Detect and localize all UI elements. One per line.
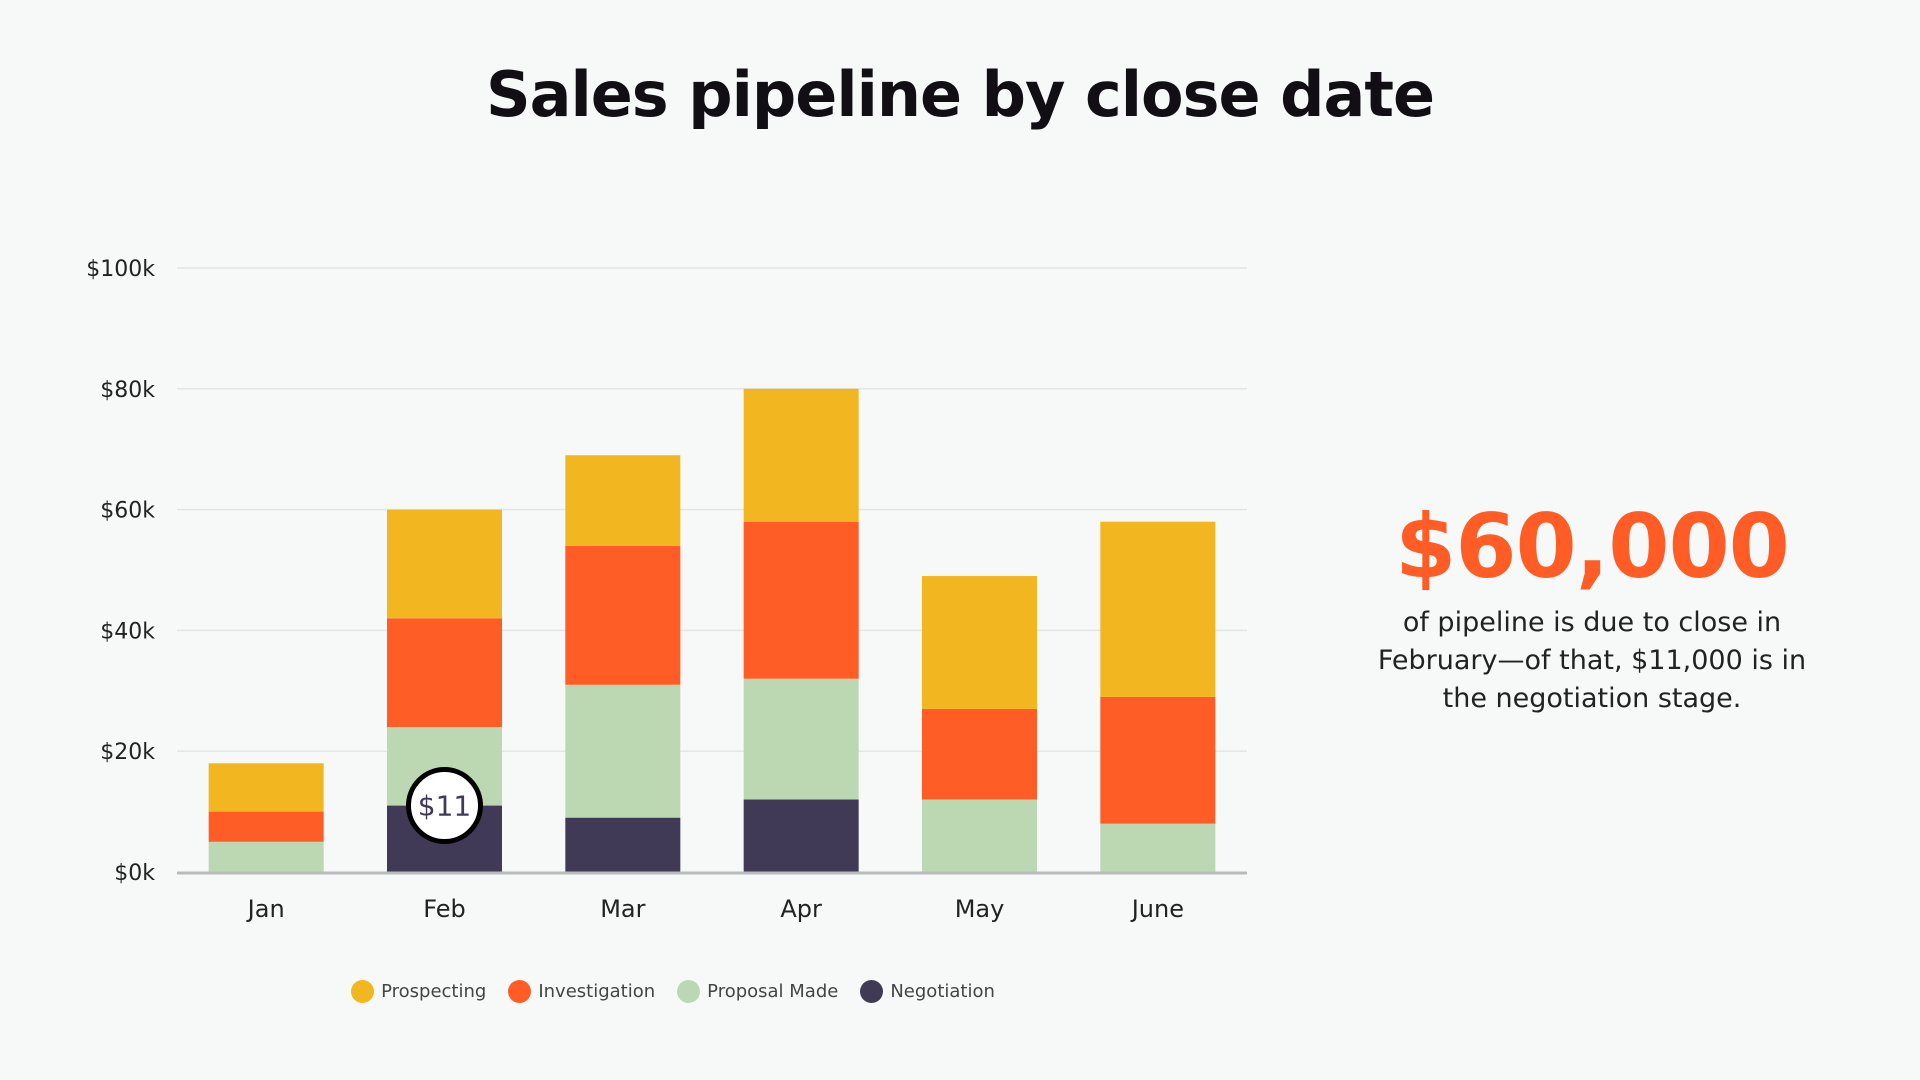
bar-segment-investigation	[208, 811, 324, 842]
legend-swatch	[860, 980, 884, 1003]
y-tick-label: $0k	[114, 861, 155, 886]
legend-item: Prospecting	[351, 980, 486, 1003]
legend-item: Proposal Made	[677, 980, 838, 1003]
callout-value: $60,000	[1395, 495, 1790, 598]
legend: Prospecting Investigation Proposal Made Neg…	[0, 980, 1346, 1003]
annotation-circle	[406, 767, 483, 845]
callout-text: of pipeline is due to close in February—…	[1377, 607, 1807, 714]
x-tick-label: May	[955, 895, 1005, 923]
x-tick-label: Jan	[246, 895, 285, 923]
bar-segment-prospecting	[922, 576, 1037, 709]
legend-label: Prospecting	[381, 981, 487, 1002]
legend-label: Negotiation	[890, 981, 995, 1002]
annotation-label: $11	[418, 790, 471, 823]
bar-segment-investigation	[565, 545, 681, 685]
bar-segment-investigation	[387, 618, 502, 728]
bar-segment-prospecting	[743, 388, 859, 522]
legend-label: Proposal Made	[707, 981, 839, 1002]
callout: $60,000 of pipeline is due to close in F…	[1352, 495, 1832, 718]
x-tick-label: June	[1130, 895, 1184, 923]
legend-swatch	[508, 980, 532, 1003]
x-tick-label: Apr	[780, 895, 822, 923]
bar-chart: $0k $20k $40k $60k $80k $100k Jan Feb Mar Apr May J…	[86, 257, 1247, 923]
legend-item: Negotiation	[860, 980, 995, 1003]
bar-segment-investigation	[1100, 696, 1216, 824]
bar-segment-prospecting	[565, 455, 681, 546]
y-tick-label: $40k	[100, 619, 155, 644]
y-tick-label: $20k	[100, 740, 155, 765]
legend-item: Investigation	[508, 980, 655, 1003]
legend-swatch	[677, 980, 701, 1003]
legend-swatch	[351, 980, 375, 1003]
y-tick-label: $80k	[100, 378, 155, 403]
y-tick-label: $100k	[86, 257, 155, 282]
bar-segment-investigation	[743, 521, 859, 679]
bar-segment-prospecting	[208, 763, 324, 812]
bar-segment-proposal-made	[743, 678, 859, 800]
bar-segment-investigation	[922, 708, 1037, 800]
x-tick-label: Mar	[600, 895, 645, 923]
x-tick-label: Feb	[423, 895, 466, 923]
bar-segment-proposal-made	[922, 799, 1037, 872]
chart-title: Sales pipeline by close date	[485, 58, 1435, 131]
bar-segment-proposal-made	[565, 684, 681, 818]
y-tick-label: $60k	[100, 499, 155, 524]
bar-segment-negotiation	[565, 817, 681, 872]
bar-segment-proposal-made	[1100, 823, 1216, 872]
bar-segment-prospecting	[387, 509, 502, 619]
bar-segment-negotiation	[743, 799, 859, 872]
legend-label: Investigation	[538, 981, 656, 1002]
bar-segment-prospecting	[1100, 521, 1216, 697]
bar-segment-proposal-made	[208, 841, 324, 872]
